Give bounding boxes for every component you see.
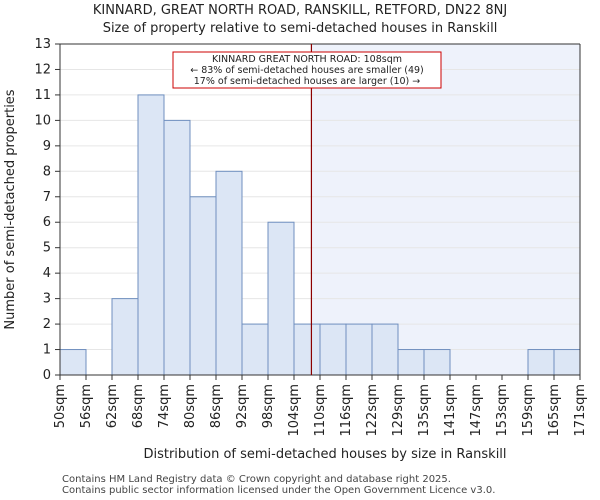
y-tick-label: 3	[43, 292, 51, 307]
histogram-bar-80sqm	[189, 196, 217, 376]
y-tick-label: 6	[43, 215, 51, 230]
histogram-bar-159sqm	[527, 349, 555, 376]
x-axis-label: Distribution of semi-detached houses by …	[143, 447, 506, 462]
y-tick-label: 5	[43, 241, 51, 256]
x-tick-label-171sqm: 171sqm	[573, 384, 588, 437]
x-tick-label-129sqm: 129sqm	[391, 384, 406, 437]
annotation-line-3: 17% of semi-detached houses are larger (…	[194, 76, 421, 87]
x-tick-label-159sqm: 159sqm	[521, 384, 536, 437]
annotation-line-1: KINNARD GREAT NORTH ROAD: 108sqm	[212, 54, 402, 65]
x-tick-label-74sqm: 74sqm	[157, 384, 172, 428]
histogram-bar-92sqm	[241, 323, 269, 376]
histogram-bar-62sqm	[111, 298, 139, 376]
x-tick-label-50sqm: 50sqm	[53, 384, 68, 428]
histogram-bar-129sqm	[397, 349, 425, 376]
footer-licence: Contains public sector information licen…	[62, 485, 496, 496]
x-tick-label-153sqm: 153sqm	[495, 384, 510, 437]
x-tick-label-68sqm: 68sqm	[131, 384, 146, 428]
x-tick-label-86sqm: 86sqm	[209, 384, 224, 428]
footer-copyright: Contains HM Land Registry data © Crown c…	[62, 474, 451, 485]
x-tick-label-165sqm: 165sqm	[547, 384, 562, 437]
x-tick-label-116sqm: 116sqm	[339, 384, 354, 437]
histogram-bar-104sqm	[293, 323, 321, 376]
x-tick-label-62sqm: 62sqm	[105, 384, 120, 428]
histogram-bar-165sqm	[553, 349, 581, 376]
chart-title-line2: Size of property relative to semi-detach…	[102, 21, 498, 36]
y-tick-label: 1	[43, 343, 51, 358]
larger-region-shade	[311, 44, 580, 375]
histogram-bar-86sqm	[215, 170, 243, 376]
histogram-bar-68sqm	[137, 94, 165, 376]
histogram-bar-74sqm	[163, 119, 191, 376]
annotation-line-2: ← 83% of semi-detached houses are smalle…	[190, 65, 424, 76]
histogram-bar-110sqm	[319, 323, 347, 376]
y-tick-label: 9	[43, 139, 51, 154]
chart-title-line1: KINNARD, GREAT NORTH ROAD, RANSKILL, RET…	[92, 3, 508, 18]
x-tick-label-92sqm: 92sqm	[235, 384, 250, 428]
histogram-bar-50sqm	[59, 349, 87, 376]
annotation-box	[172, 51, 442, 89]
x-tick-label-135sqm: 135sqm	[417, 384, 432, 437]
y-tick-label: 8	[43, 164, 51, 179]
y-tick-label: 13	[34, 37, 51, 52]
histogram-bar-116sqm	[345, 323, 373, 376]
x-tick-label-147sqm: 147sqm	[469, 384, 484, 437]
y-tick-label: 11	[34, 88, 51, 103]
y-tick-label: 0	[43, 368, 51, 383]
histogram-bar-122sqm	[371, 323, 399, 376]
y-tick-label: 7	[43, 190, 51, 205]
y-tick-label: 4	[43, 266, 51, 281]
y-tick-label: 10	[34, 113, 51, 128]
x-tick-label-80sqm: 80sqm	[183, 384, 198, 428]
x-tick-label-98sqm: 98sqm	[261, 384, 276, 428]
x-tick-label-56sqm: 56sqm	[79, 384, 94, 428]
x-tick-label-110sqm: 110sqm	[313, 384, 328, 437]
histogram-bar-98sqm	[267, 221, 295, 376]
histogram-bar-135sqm	[423, 349, 451, 376]
x-tick-label-104sqm: 104sqm	[287, 384, 302, 437]
y-tick-label: 12	[34, 62, 51, 77]
x-tick-label-122sqm: 122sqm	[365, 384, 380, 437]
x-tick-label-141sqm: 141sqm	[443, 384, 458, 437]
y-tick-label: 2	[43, 317, 51, 332]
y-axis-label: Number of semi-detached properties	[3, 89, 18, 329]
